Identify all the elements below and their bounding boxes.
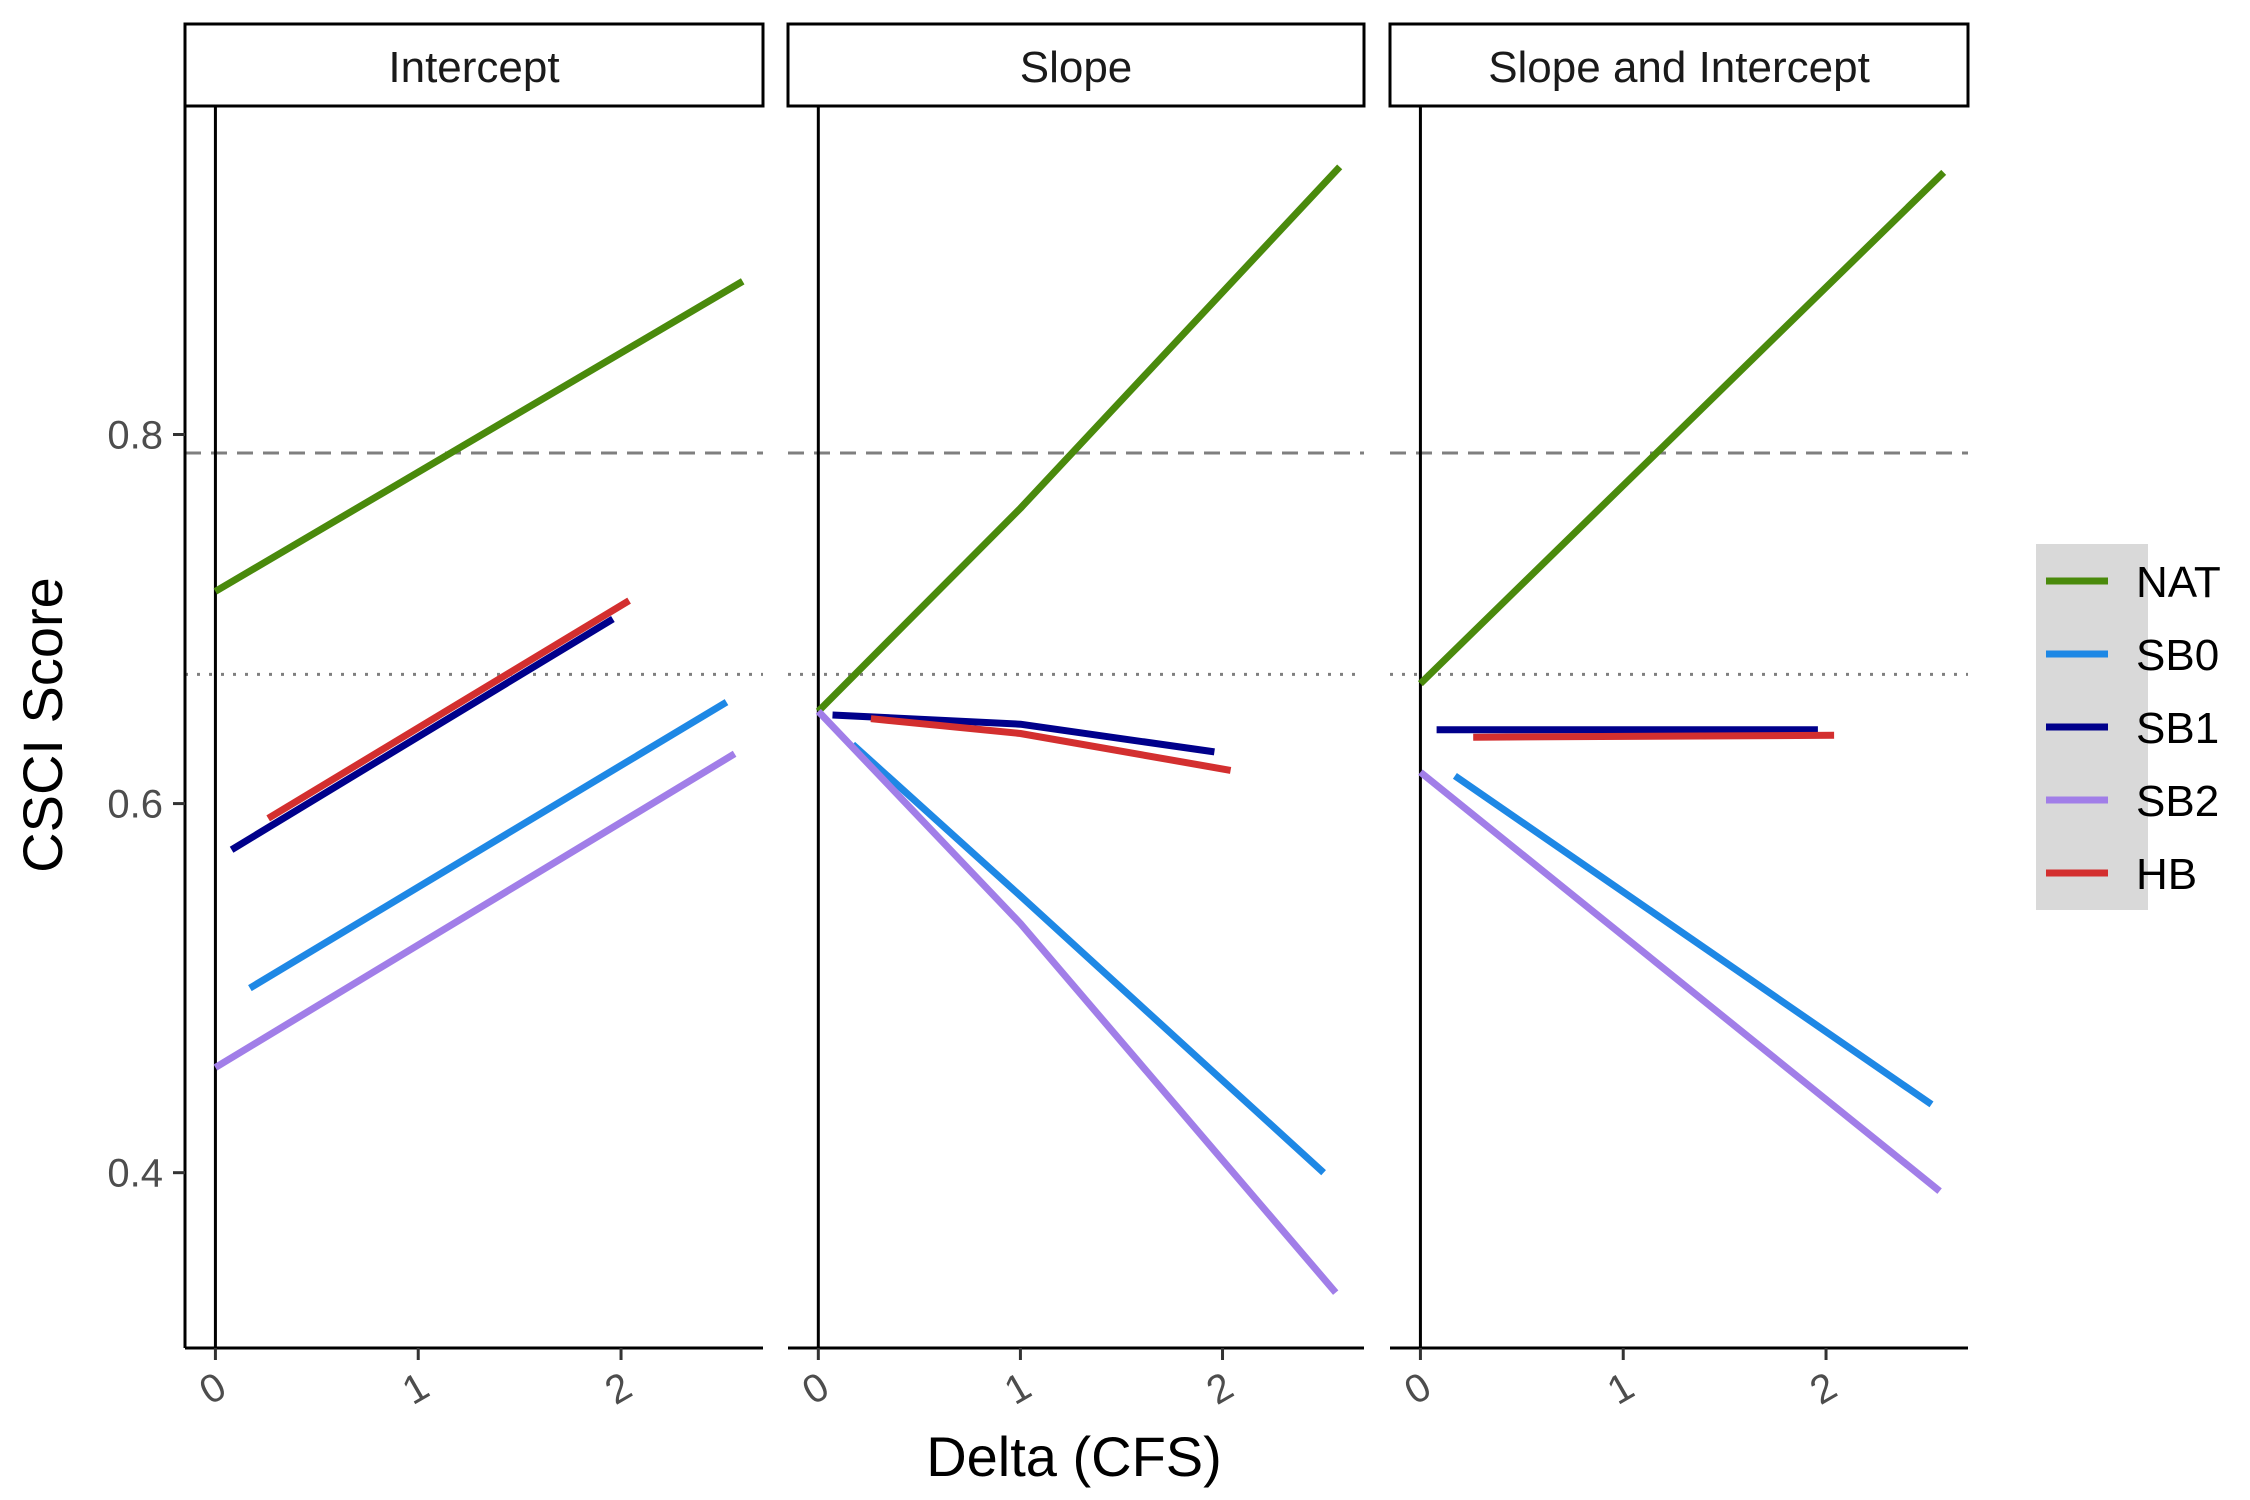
series-line-hb: [266, 597, 631, 822]
y-axis-title: CSCI Score: [11, 577, 74, 873]
series-line-sb1: [229, 616, 615, 853]
strip-title: Intercept: [388, 43, 559, 92]
series-line-sb2: [1418, 769, 1942, 1194]
legend-label-sb2: SB2: [2136, 777, 2219, 826]
series-line-hb: [870, 715, 1232, 774]
strip-title: Slope and Intercept: [1488, 43, 1870, 92]
series-line-sb0: [1452, 773, 1934, 1108]
strip-box: [183, 22, 765, 108]
legend: NAT SB0 SB1 SB2 HB: [2036, 544, 2221, 910]
series-line-nat: [213, 278, 745, 595]
strip-title: Slope: [1020, 43, 1133, 92]
y-tick-label: 0.4: [107, 1152, 163, 1196]
series-line-sb0: [248, 699, 729, 992]
series-line-sb0: [850, 741, 1326, 1176]
y-axis: 0.4 0.6 0.8: [107, 106, 187, 1348]
series-line-hb: [1473, 731, 1835, 741]
series-line-sb2: [213, 750, 737, 1071]
strip-box: [1388, 22, 1970, 108]
series-line-sb2: [815, 708, 1339, 1295]
y-tick-label: 0.6: [107, 783, 163, 827]
series-line-nat: [815, 164, 1343, 714]
legend-label-sb1: SB1: [2136, 704, 2219, 753]
legend-label-hb: HB: [2136, 850, 2197, 899]
y-tick-label: 0.8: [107, 413, 163, 457]
strip-box: [786, 22, 1366, 108]
legend-label-sb0: SB0: [2136, 631, 2219, 680]
x-axis-title: Delta (CFS): [926, 1425, 1222, 1488]
legend-label-nat: NAT: [2136, 558, 2221, 607]
series-line-nat: [1417, 169, 1947, 687]
